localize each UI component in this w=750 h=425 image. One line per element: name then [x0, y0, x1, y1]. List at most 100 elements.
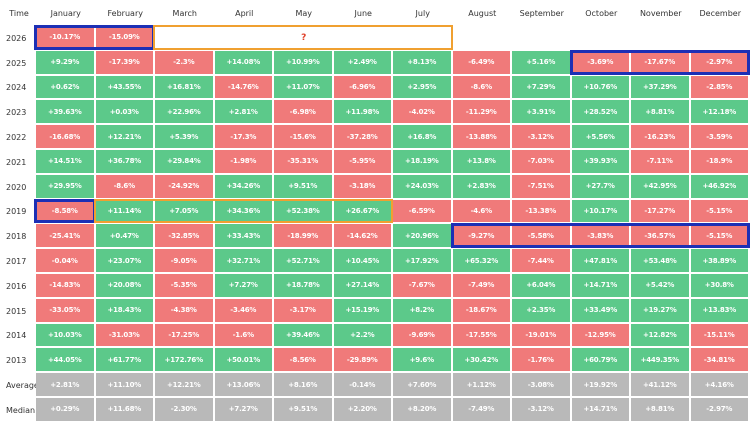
table-cell[interactable]: +20.96% — [393, 224, 453, 250]
table-cell[interactable]: +13.83% — [690, 298, 750, 324]
table-cell[interactable]: +33.43% — [214, 224, 274, 250]
table-cell[interactable]: -8.58% — [36, 199, 96, 225]
table-cell[interactable]: -9.27% — [452, 224, 512, 250]
table-cell[interactable]: +7.60% — [393, 373, 453, 398]
table-cell[interactable]: -15.09% — [95, 26, 155, 51]
table-cell[interactable]: -3.83% — [571, 224, 631, 250]
table-cell[interactable]: -29.89% — [333, 348, 393, 374]
table-cell[interactable]: -12.95% — [571, 323, 631, 349]
table-cell[interactable]: -37.28% — [333, 125, 393, 150]
table-cell[interactable]: +8.16% — [274, 373, 334, 398]
table-cell[interactable]: +9.51% — [274, 398, 334, 423]
table-cell[interactable]: +2.49% — [333, 50, 393, 76]
table-cell[interactable]: -7.44% — [512, 249, 572, 274]
table-cell[interactable]: +0.62% — [36, 75, 96, 101]
table-cell[interactable]: -14.62% — [333, 224, 393, 250]
table-cell[interactable]: -8.6% — [95, 174, 155, 200]
table-cell[interactable]: -10.17% — [36, 26, 96, 51]
table-cell[interactable]: +7.05% — [155, 199, 215, 225]
table-cell[interactable]: -18.67% — [452, 298, 512, 324]
table-cell[interactable]: -16.68% — [36, 125, 96, 150]
table-cell[interactable]: +7.27% — [214, 398, 274, 423]
table-cell[interactable]: +12.21% — [155, 373, 215, 398]
table-cell[interactable]: +20.08% — [95, 274, 155, 299]
table-cell[interactable]: +10.99% — [274, 50, 334, 76]
table-cell[interactable]: -3.08% — [512, 373, 572, 398]
table-cell[interactable]: +16.81% — [155, 75, 215, 101]
table-cell[interactable]: +10.03% — [36, 323, 96, 349]
table-cell[interactable]: +43.55% — [95, 75, 155, 101]
table-cell[interactable]: -0.04% — [36, 249, 96, 274]
table-cell[interactable]: +2.20% — [333, 398, 393, 423]
table-cell[interactable]: +60.79% — [571, 348, 631, 374]
table-cell[interactable]: +449.35% — [631, 348, 691, 374]
table-cell[interactable]: -36.57% — [631, 224, 691, 250]
table-cell[interactable]: -1.76% — [512, 348, 572, 374]
table-cell[interactable]: -14.83% — [36, 274, 96, 299]
table-cell[interactable]: +13.8% — [452, 150, 512, 175]
table-cell[interactable]: -33.05% — [36, 298, 96, 324]
table-cell[interactable]: +19.92% — [571, 373, 631, 398]
table-cell[interactable]: +27.7% — [571, 174, 631, 200]
table-cell[interactable]: -15.6% — [274, 125, 334, 150]
table-cell[interactable]: +12.82% — [631, 323, 691, 349]
table-cell[interactable]: +30.8% — [690, 274, 750, 299]
table-cell[interactable]: -25.41% — [36, 224, 96, 250]
table-cell[interactable]: -6.49% — [452, 50, 512, 76]
table-cell[interactable]: +7.29% — [512, 75, 572, 101]
table-cell[interactable]: -6.96% — [333, 75, 393, 101]
table-cell[interactable]: +8.13% — [393, 50, 453, 76]
table-cell[interactable]: -17.3% — [214, 125, 274, 150]
table-cell[interactable]: +30.42% — [452, 348, 512, 374]
table-cell[interactable]: -1.6% — [214, 323, 274, 349]
table-cell[interactable]: -3.59% — [690, 125, 750, 150]
table-cell[interactable]: -11.29% — [452, 100, 512, 126]
table-cell[interactable]: +5.42% — [631, 274, 691, 299]
table-cell[interactable]: +41.12% — [631, 373, 691, 398]
table-cell[interactable]: +29.95% — [36, 174, 96, 200]
table-cell[interactable]: -34.81% — [690, 348, 750, 374]
table-cell[interactable]: -2.85% — [690, 75, 750, 101]
table-cell[interactable]: +34.36% — [214, 199, 274, 225]
table-cell[interactable]: -9.69% — [393, 323, 453, 349]
table-cell[interactable]: -3.17% — [274, 298, 334, 324]
table-cell[interactable]: -3.12% — [512, 125, 572, 150]
table-cell[interactable]: +2.2% — [333, 323, 393, 349]
table-cell[interactable]: +5.16% — [512, 50, 572, 76]
table-cell[interactable]: -2.30% — [155, 398, 215, 423]
table-cell[interactable]: +10.45% — [333, 249, 393, 274]
table-cell[interactable]: -4.02% — [393, 100, 453, 126]
table-cell[interactable]: -5.15% — [690, 199, 750, 225]
table-cell[interactable]: +5.56% — [571, 125, 631, 150]
table-cell[interactable]: -13.38% — [512, 199, 572, 225]
table-cell[interactable]: -31.03% — [95, 323, 155, 349]
table-cell[interactable]: -5.58% — [512, 224, 572, 250]
table-cell[interactable]: -0.14% — [333, 373, 393, 398]
table-cell[interactable]: +8.2% — [393, 298, 453, 324]
table-cell[interactable]: +0.47% — [95, 224, 155, 250]
table-cell[interactable]: +12.21% — [95, 125, 155, 150]
table-cell[interactable]: -4.38% — [155, 298, 215, 324]
table-cell[interactable]: +32.71% — [214, 249, 274, 274]
table-cell[interactable]: +52.71% — [274, 249, 334, 274]
table-cell[interactable]: +0.03% — [95, 100, 155, 126]
table-cell[interactable]: -3.18% — [333, 174, 393, 200]
table-cell[interactable]: -15.11% — [690, 323, 750, 349]
table-cell[interactable]: +46.92% — [690, 174, 750, 200]
table-cell[interactable]: +11.07% — [274, 75, 334, 101]
table-cell[interactable]: -8.6% — [452, 75, 512, 101]
table-cell[interactable]: -4.6% — [452, 199, 512, 225]
table-cell[interactable]: +8.81% — [631, 100, 691, 126]
table-cell[interactable]: +65.32% — [452, 249, 512, 274]
table-cell[interactable]: +14.08% — [214, 50, 274, 76]
table-cell[interactable]: +10.76% — [571, 75, 631, 101]
table-cell[interactable]: +9.51% — [274, 174, 334, 200]
table-cell[interactable]: +9.29% — [36, 50, 96, 76]
table-cell[interactable]: +8.81% — [631, 398, 691, 423]
table-cell[interactable]: -5.35% — [155, 274, 215, 299]
table-cell[interactable]: +50.01% — [214, 348, 274, 374]
table-cell[interactable]: +2.81% — [36, 373, 96, 398]
table-cell[interactable]: -1.98% — [214, 150, 274, 175]
table-cell[interactable]: -3.46% — [214, 298, 274, 324]
table-cell[interactable]: -6.98% — [274, 100, 334, 126]
